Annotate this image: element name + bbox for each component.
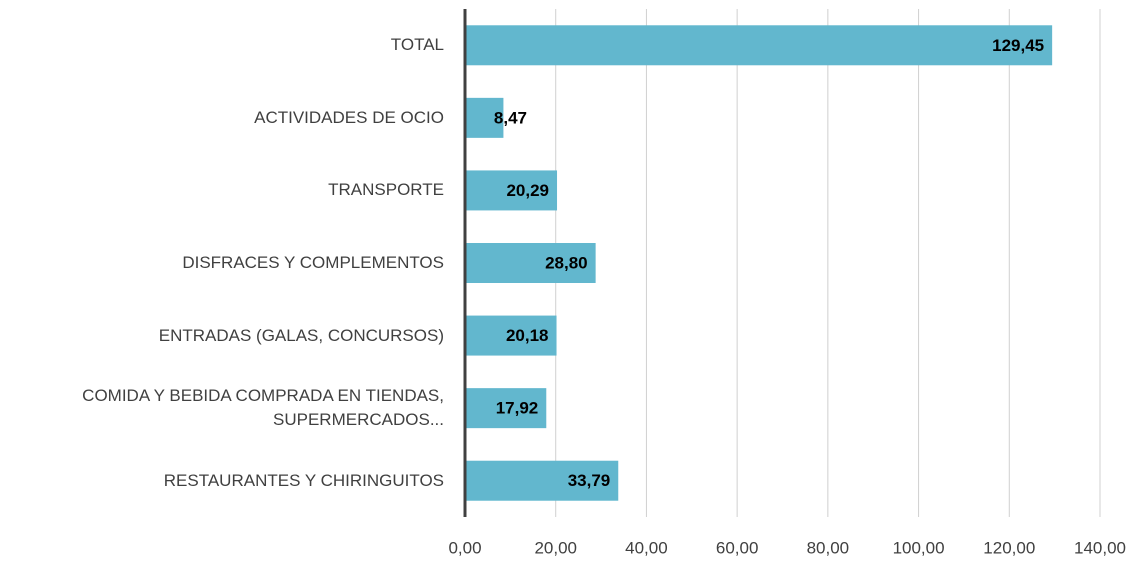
bar [465,315,557,356]
x-tick-label: 80,00 [807,538,850,557]
x-tick-label: 40,00 [625,538,668,557]
bar [465,460,619,501]
y-tick-label: RESTAURANTES Y CHIRINGUITOS [163,470,444,490]
data-label: 17,92 [496,399,539,418]
data-label: 129,45 [992,36,1044,55]
data-label: 20,18 [506,326,549,345]
y-tick-label: TRANSPORTE [328,180,444,200]
data-label: 33,79 [568,471,611,490]
bar [465,97,504,138]
x-tick-label: 20,00 [534,538,577,557]
y-tick-label: ENTRADAS (GALAS, CONCURSOS) [158,325,444,345]
data-label: 8,47 [494,108,527,127]
x-tick-label: 0,00 [448,538,481,557]
x-tick-label: 60,00 [716,538,759,557]
x-tick-label: 140,00 [1074,538,1126,557]
bar [465,170,558,211]
x-tick-label: 100,00 [893,538,945,557]
data-label: 20,29 [506,181,549,200]
y-tick-label: ACTIVIDADES DE OCIO [254,107,444,127]
bar [465,243,596,283]
y-tick-label: DISFRACES Y COMPLEMENTOS [182,253,444,272]
data-label: 28,80 [545,253,588,272]
bar [465,388,547,429]
x-tick-label: 120,00 [983,538,1035,557]
y-tick-label: COMIDA Y BEBIDA COMPRADA EN TIENDAS, SUP… [82,386,444,430]
bar [465,25,1053,66]
y-tick-label: TOTAL [390,35,444,55]
